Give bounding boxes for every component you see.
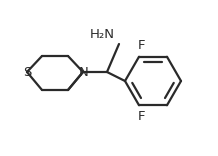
Text: F: F: [137, 39, 145, 52]
Text: S: S: [23, 66, 31, 78]
Text: H₂N: H₂N: [90, 28, 115, 41]
Text: N: N: [79, 66, 89, 78]
Text: F: F: [137, 110, 145, 123]
